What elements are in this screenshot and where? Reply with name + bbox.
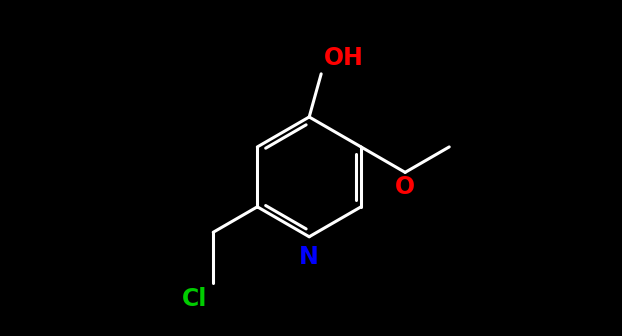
Text: N: N bbox=[299, 245, 319, 269]
Text: O: O bbox=[395, 175, 415, 199]
Text: OH: OH bbox=[323, 46, 363, 70]
Text: Cl: Cl bbox=[182, 287, 208, 311]
